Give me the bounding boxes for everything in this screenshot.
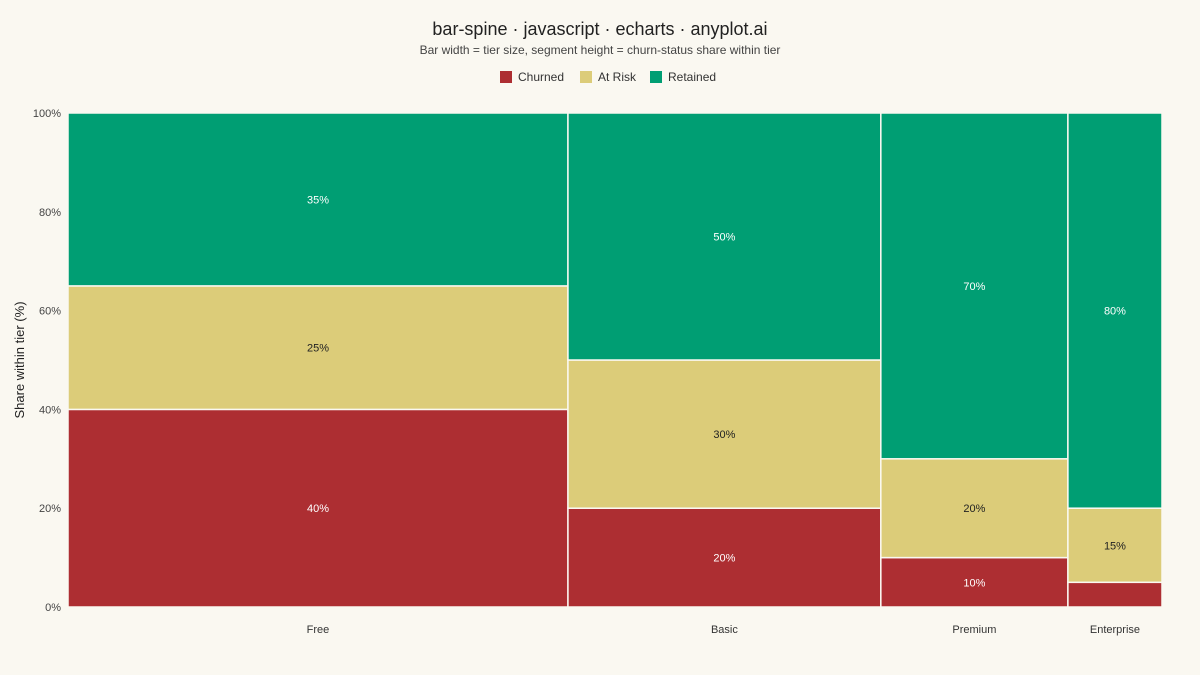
x-axis-ticks: Free Basic Premium Enterprise [307, 624, 1140, 636]
data-label-free-at-risk: 25% [307, 343, 329, 355]
y-tick-label: 100% [33, 108, 61, 120]
data-label-basic-churned: 20% [713, 553, 735, 565]
legend-label-churned[interactable]: Churned [518, 70, 564, 84]
data-label-free-churned: 40% [307, 503, 329, 515]
y-tick-label: 40% [39, 404, 61, 416]
y-axis-label: Share within tier (%) [12, 301, 27, 418]
x-tick-label-basic: Basic [711, 624, 738, 636]
bar-segment-premium-at-risk[interactable] [880, 458, 1069, 559]
legend-swatch-at-risk[interactable] [580, 71, 592, 83]
legend-swatch-retained[interactable] [650, 71, 662, 83]
data-label-enterprise-retained: 80% [1104, 306, 1126, 318]
data-label-premium-churned: 10% [963, 577, 985, 589]
data-label-free-retained: 35% [307, 194, 329, 206]
x-tick-label-free: Free [307, 624, 330, 636]
bar-segment-free-churned[interactable] [67, 408, 569, 608]
y-axis-ticks: 0% 20% 40% 60% 80% 100% [33, 108, 61, 614]
data-label-premium-retained: 70% [963, 281, 985, 293]
bar-segment-basic-retained[interactable] [567, 112, 882, 361]
bar-segment-free-retained[interactable] [67, 112, 569, 287]
x-tick-label-enterprise: Enterprise [1090, 624, 1140, 636]
y-tick-label: 60% [39, 306, 61, 318]
bar-segment-basic-at-risk[interactable] [567, 359, 882, 509]
y-tick-label: 0% [45, 602, 61, 614]
bar-segment-enterprise-retained[interactable] [1067, 112, 1163, 509]
y-tick-label: 80% [39, 207, 61, 219]
legend-swatch-churned[interactable] [500, 71, 512, 83]
bar-segment-premium-churned[interactable] [880, 556, 1069, 608]
bar-segment-enterprise-at-risk[interactable] [1067, 507, 1163, 584]
legend-label-retained[interactable]: Retained [668, 70, 716, 84]
data-label-premium-at-risk: 20% [963, 503, 985, 515]
bar-segment-premium-retained[interactable] [880, 112, 1069, 460]
bar-segment-free-at-risk[interactable] [67, 285, 569, 411]
y-tick-label: 20% [39, 503, 61, 515]
legend-label-at-risk[interactable]: At Risk [598, 70, 637, 84]
data-label-basic-retained: 50% [713, 232, 735, 244]
data-label-enterprise-at-risk: 15% [1104, 540, 1126, 552]
x-tick-label-premium: Premium [952, 624, 996, 636]
legend: Churned At Risk Retained [500, 70, 716, 84]
plot-area: 40% 25% 35% 20% 30% 50% 10% 20% 70% 15% 80% [67, 112, 1163, 608]
data-label-basic-at-risk: 30% [713, 429, 735, 441]
bar-segment-enterprise-churned[interactable] [1067, 581, 1163, 608]
bar-segment-basic-churned[interactable] [567, 507, 882, 608]
chart-title: bar-spine · javascript · echarts · anypl… [432, 19, 767, 39]
chart-subtitle: Bar width = tier size, segment height = … [420, 43, 781, 57]
